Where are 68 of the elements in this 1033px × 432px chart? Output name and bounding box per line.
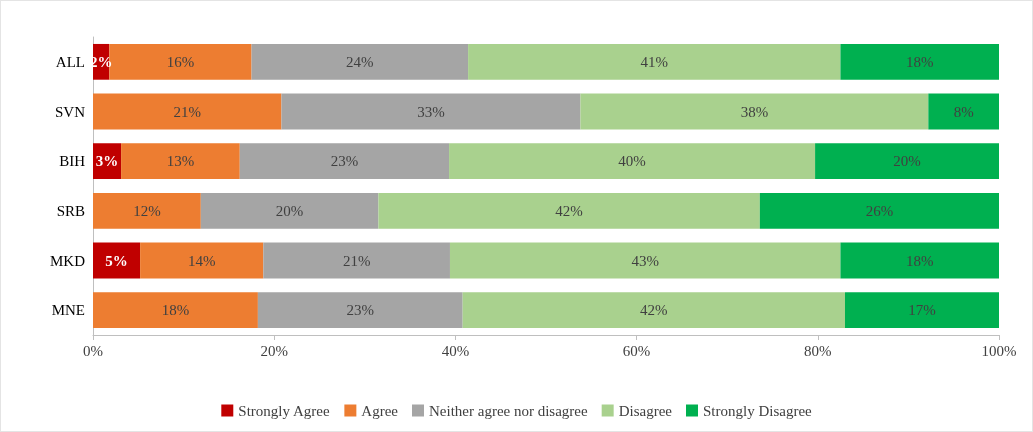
data-label: 43% [631,252,659,269]
data-label: 24% [346,53,374,70]
bar [281,93,581,130]
bar [468,43,841,80]
bar [263,242,450,279]
bar [462,292,845,329]
y-tick-label: SRB [56,202,85,219]
legend-label: Neither agree nor disagree [429,402,589,419]
bar [93,242,141,279]
data-label: 23% [346,302,375,319]
y-tick-label: MKD [49,252,86,269]
data-label: 42% [640,302,668,319]
data-label: 23% [330,153,359,170]
bar [844,292,999,329]
x-tick-label: 0% [83,342,103,359]
bar [239,143,450,180]
data-label: 33% [417,103,445,120]
data-label: 42% [555,202,583,219]
data-label: 18% [905,252,934,269]
bar [815,143,999,180]
data-label: 13% [166,153,195,170]
bar [93,292,258,329]
data-label: 21% [173,103,201,120]
data-label: 5% [105,252,128,269]
x-tick-label: 60% [622,342,651,359]
bar [928,93,999,130]
bar [449,242,841,279]
data-label: 41% [640,53,669,70]
data-label: 3% [95,153,119,170]
y-tick-label: BIH [59,153,86,170]
x-tick-label: 20% [260,342,288,359]
data-label: 38% [740,103,769,120]
bar [251,43,469,80]
y-tick-label: MNE [51,302,85,319]
x-tick-label: 80% [804,342,832,359]
data-label: 12% [133,202,161,219]
y-tick-label: SVN [54,103,86,120]
data-label: 20% [893,153,921,170]
legend-label: Strongly Agree [238,402,330,419]
data-label: 8% [953,103,974,120]
bar [93,93,282,130]
data-label: 18% [905,53,934,70]
data-label: 21% [342,252,371,269]
bar [378,192,760,229]
data-label: 20% [275,202,304,219]
bar [93,192,201,229]
x-tick-label: 40% [441,342,470,359]
data-label: 18% [161,302,190,319]
bar [840,43,999,80]
y-tick-label: ALL [55,53,85,70]
bar [840,242,999,279]
legend-label: Disagree [618,402,673,419]
bar [449,143,816,180]
bar [121,143,240,180]
data-label: 14% [187,252,216,269]
x-tick-label: 100% [981,342,1017,359]
legend-label: Strongly Disagree [702,402,813,419]
data-label: 16% [166,53,195,70]
bar [140,242,264,279]
bar [257,292,463,329]
legend-label: Agree [361,402,399,419]
bar [200,192,379,229]
data-label: 17% [908,302,936,319]
bar [580,93,929,130]
data-label: 40% [618,153,646,170]
data-label: 26% [865,202,894,219]
bar [109,43,252,80]
bar [759,192,999,229]
